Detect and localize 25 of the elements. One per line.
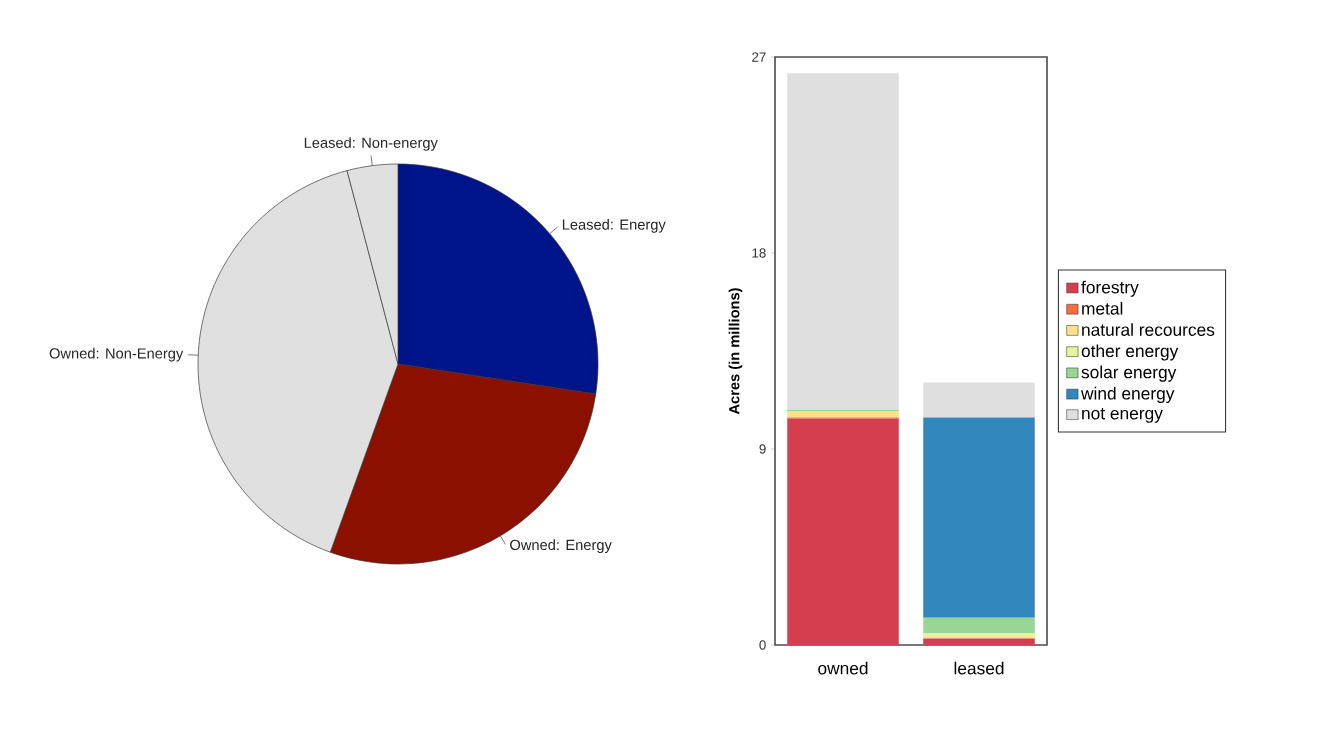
y-axis-title: Acres (in millions) xyxy=(728,288,743,415)
slice-label: Owned: Energy xyxy=(510,539,612,553)
y-tick-label: 9 xyxy=(759,444,766,454)
y-tick-label: 27 xyxy=(752,52,766,62)
y-tick-label: 0 xyxy=(759,640,766,650)
slice-label: Leased: Energy xyxy=(562,218,666,233)
legend-label: natural recources xyxy=(1082,323,1215,336)
bar xyxy=(787,73,899,410)
legend-label: wind energy xyxy=(1080,386,1175,403)
bar xyxy=(923,617,1035,634)
bar xyxy=(923,638,1035,645)
y-tick-label: 18 xyxy=(752,248,766,258)
legend-label: other energy xyxy=(1081,344,1179,361)
bar xyxy=(923,417,1035,618)
slice-label: Owned: Non-Energy xyxy=(49,347,184,362)
legend-label: metal xyxy=(1082,301,1123,315)
x-tick-label: leased xyxy=(954,661,1004,675)
legend-label: not energy xyxy=(1082,408,1163,423)
bar xyxy=(787,410,899,418)
x-tick-label: owned xyxy=(818,661,868,675)
bar xyxy=(923,382,1035,418)
bar xyxy=(787,418,899,645)
legend-label: solar energy xyxy=(1081,365,1177,382)
legend-label: forestry xyxy=(1081,280,1139,297)
slice-label: Leased: Non-energy xyxy=(304,137,438,151)
